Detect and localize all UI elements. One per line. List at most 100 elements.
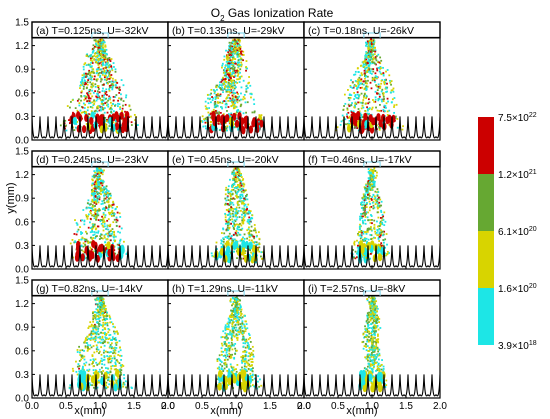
ionization-point (373, 223, 376, 226)
ionization-point (353, 84, 356, 87)
ionization-point (95, 308, 98, 311)
ionization-point (233, 172, 235, 175)
ionization-point (250, 233, 253, 236)
ionization-point (88, 69, 91, 72)
ionization-point (227, 192, 230, 195)
ionization-point (98, 325, 100, 327)
ionization-point (98, 300, 101, 303)
ionization-point (111, 87, 114, 90)
ionization-point (93, 332, 96, 335)
ionization-point (382, 72, 385, 74)
ionization-point (364, 67, 367, 70)
ionization-point (393, 97, 396, 99)
ionization-point (235, 194, 238, 197)
ionization-point (381, 221, 384, 224)
ionization-point (240, 92, 242, 95)
ionization-point (350, 111, 353, 114)
ionization-point (371, 53, 374, 56)
ionization-point (114, 361, 117, 364)
ionization-point (221, 240, 223, 243)
ionization-point (97, 45, 100, 48)
ionization-point (79, 226, 81, 229)
ionization-point (105, 206, 108, 209)
ionization-point (114, 86, 117, 89)
ionization-point (94, 317, 97, 319)
ionization-point (89, 241, 92, 244)
ionization-point (99, 341, 102, 344)
ionization-point (373, 228, 376, 230)
ionization-point (361, 86, 364, 89)
ionization-point (233, 167, 236, 170)
ionization-point (373, 219, 376, 222)
ionization-point (376, 77, 378, 79)
ionization-point (83, 355, 86, 358)
ionization-point (260, 114, 263, 117)
ionization-point (108, 355, 111, 358)
ionization-point (401, 128, 404, 131)
ionization-point (386, 243, 388, 246)
ionization-point (108, 97, 110, 100)
ionization-point (89, 344, 92, 347)
ionization-point (108, 205, 110, 208)
ionization-point (115, 216, 118, 219)
ionization-point (354, 102, 357, 105)
ionization-point (102, 321, 105, 324)
ionization-point (128, 105, 131, 108)
ionization-point (90, 54, 93, 56)
ionization-point (379, 222, 382, 225)
ionization-point (371, 61, 374, 64)
ionization-point (76, 349, 79, 351)
ionization-point (374, 199, 377, 202)
ionization-point (100, 43, 103, 46)
ionization-point (373, 175, 376, 178)
ionization-point (102, 298, 105, 301)
ionization-point (90, 65, 93, 68)
ionization-point (102, 50, 105, 53)
ionization-point (365, 62, 367, 65)
ionization-plume (215, 296, 263, 393)
ionization-point (103, 349, 105, 352)
ionization-point (105, 69, 108, 72)
ionization-point (367, 177, 370, 180)
ionization-point (233, 103, 236, 106)
ionization-point (84, 364, 87, 367)
ionization-point (93, 326, 96, 329)
y-axis-label: y(mm) (5, 182, 17, 213)
y-tick-label: 0.9 (15, 323, 29, 334)
panel: (b) T=0.135ns, U=-29kV (167, 21, 305, 141)
ionization-point (348, 105, 351, 107)
ionization-point (108, 75, 111, 77)
ionization-point (235, 97, 238, 100)
ionization-point (97, 48, 100, 51)
ionization-point (226, 125, 229, 128)
ionization-point (232, 226, 235, 229)
ionization-point (220, 342, 223, 345)
ionization-point (88, 113, 90, 116)
ionization-point (94, 315, 97, 318)
ionization-point (92, 365, 95, 368)
ionization-point (83, 251, 86, 254)
ionization-point (392, 90, 395, 93)
ionization-point (229, 208, 232, 210)
ionization-point (98, 381, 100, 384)
ionization-point (379, 204, 381, 207)
ionization-point (100, 68, 103, 71)
ionization-point (99, 97, 101, 100)
ionization-point (112, 242, 114, 245)
ionization-point (107, 74, 110, 77)
ionization-point (228, 86, 231, 89)
ionization-point (373, 185, 376, 188)
ionization-point (215, 112, 217, 114)
ionization-point (368, 61, 371, 64)
ionization-point (235, 213, 238, 215)
nozzle (227, 161, 245, 167)
ionization-point (221, 353, 223, 356)
ionization-point (347, 111, 350, 114)
ionization-point (105, 93, 108, 96)
ionization-point (236, 52, 239, 54)
ionization-point (99, 186, 102, 189)
ionization-point (87, 115, 90, 117)
ionization-point (240, 86, 243, 89)
ionization-point (243, 199, 246, 202)
ionization-point (216, 84, 219, 87)
